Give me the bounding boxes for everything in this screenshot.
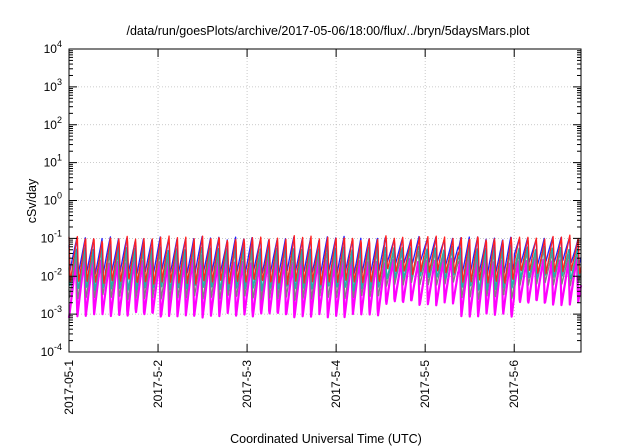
series-layer bbox=[67, 234, 583, 319]
x-tick-label: 2017-5-4 bbox=[329, 360, 343, 408]
y-tick-label: 10-3 bbox=[41, 304, 62, 321]
chart-title: /data/run/goesPlots/archive/2017-05-06/1… bbox=[126, 24, 530, 38]
y-tick-label: 10-4 bbox=[41, 342, 62, 359]
series-line bbox=[68, 234, 582, 286]
y-tick-label: 101 bbox=[44, 153, 62, 170]
x-tick-label: 2017-5-2 bbox=[151, 360, 165, 408]
x-tick-labels: 2017-05-1 2017-5-2 2017-5-3 2017-5-4 2017-5-… bbox=[62, 360, 521, 415]
series-line bbox=[68, 249, 582, 301]
x-tick-label: 2017-5-3 bbox=[240, 360, 254, 408]
y-axis-label: cSv/day bbox=[25, 178, 39, 223]
x-tick-label: 2017-5-5 bbox=[418, 360, 432, 408]
y-tick-label: 104 bbox=[44, 39, 62, 56]
y-tick-labels: 10-4 10-3 10-2 10-1 100 101 102 103 104 bbox=[41, 39, 62, 359]
x-tick-label: 2017-5-6 bbox=[507, 360, 521, 408]
y-tick-label: 103 bbox=[44, 77, 62, 94]
y-tick-label: 10-1 bbox=[41, 228, 62, 245]
tick-marks bbox=[68, 48, 581, 353]
series-line bbox=[67, 256, 583, 319]
y-tick-label: 10-2 bbox=[41, 266, 62, 283]
x-axis-label: Coordinated Universal Time (UTC) bbox=[230, 432, 422, 446]
y-tick-label: 102 bbox=[44, 115, 62, 132]
y-tick-label: 100 bbox=[44, 191, 62, 208]
x-tick-label: 2017-05-1 bbox=[62, 360, 76, 415]
